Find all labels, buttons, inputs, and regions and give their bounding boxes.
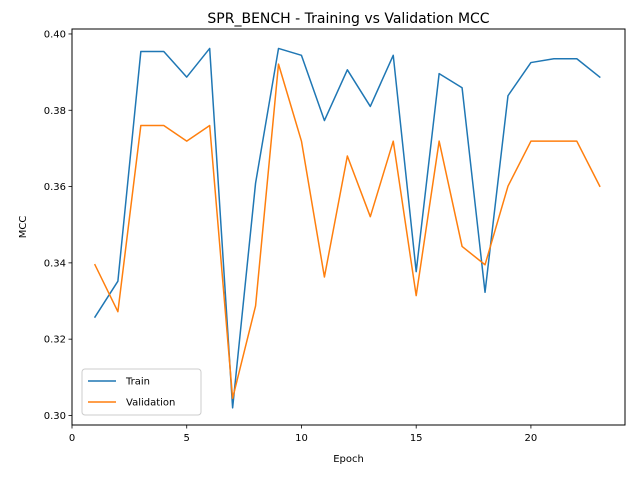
legend-label-train: Train [125, 377, 150, 388]
x-tick-label: 20 [525, 433, 538, 444]
axes-frame [71, 28, 626, 426]
chart-title: SPR_BENCH - Training vs Validation MCC [207, 11, 489, 27]
y-tick-label: 0.32 [44, 335, 66, 346]
series-layer [93, 47, 601, 409]
x-tick-label: 15 [410, 433, 423, 444]
plot-area: 0 5 10 15 20 0.30 0.32 0.34 0.36 0.38 0.40 [44, 28, 626, 444]
legend: Train Validation [81, 368, 202, 416]
y-axis-label: MCC [18, 216, 29, 239]
y-tick-label: 0.36 [44, 182, 66, 193]
x-tick-label: 0 [69, 433, 75, 444]
y-tick-label: 0.34 [44, 258, 66, 269]
x-axis-ticks: 0 5 10 15 20 [69, 425, 537, 444]
series-line-validation [93, 63, 601, 400]
y-axis-ticks: 0.30 0.32 0.34 0.36 0.38 0.40 [44, 29, 72, 422]
x-axis-label: Epoch [333, 454, 364, 465]
y-tick-label: 0.30 [44, 411, 66, 422]
x-tick-label: 5 [184, 433, 190, 444]
y-tick-label: 0.38 [44, 106, 66, 117]
y-tick-label: 0.40 [44, 29, 66, 40]
x-tick-label: 10 [295, 433, 308, 444]
series-line-train [93, 47, 601, 409]
legend-label-validation: Validation [126, 398, 175, 409]
